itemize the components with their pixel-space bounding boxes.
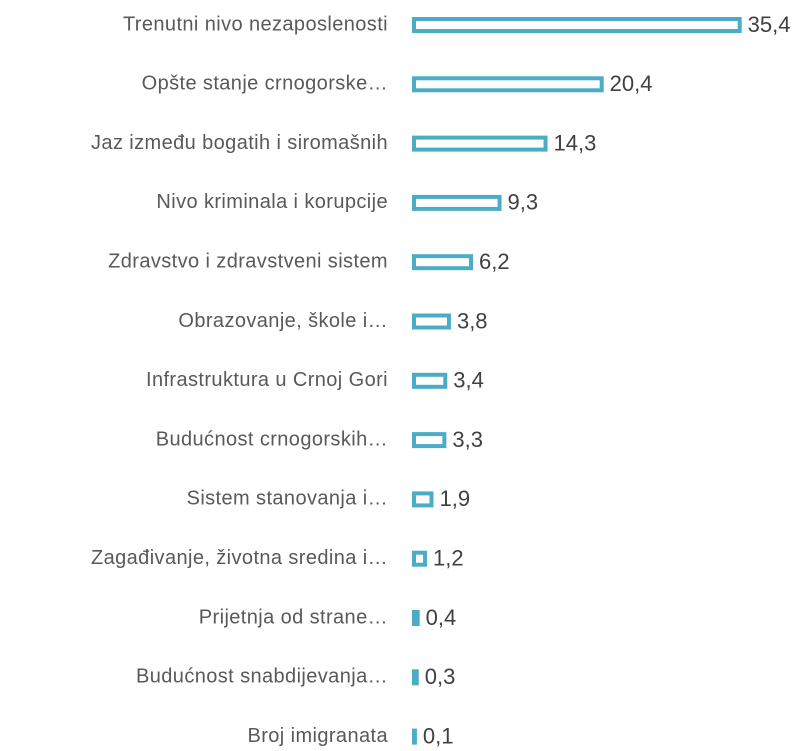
bar bbox=[412, 669, 419, 686]
value-label: 0,3 bbox=[425, 664, 456, 689]
bar bbox=[412, 432, 447, 449]
bar bbox=[412, 313, 451, 330]
category-label: Zdravstvo i zdravstveni sistem bbox=[108, 250, 388, 272]
value-label: 1,2 bbox=[433, 546, 464, 571]
category-label: Budućnost crnogorskih… bbox=[156, 428, 388, 450]
value-label: 3,8 bbox=[457, 308, 488, 333]
category-label: Zagađivanje, životna sredina i… bbox=[91, 547, 388, 569]
bar bbox=[412, 491, 434, 508]
bar bbox=[412, 17, 742, 33]
value-label: 3,4 bbox=[453, 368, 484, 393]
value-label: 6,2 bbox=[479, 249, 510, 274]
category-label: Trenutni nivo nezaposlenosti bbox=[123, 13, 388, 35]
value-label: 14,3 bbox=[554, 130, 597, 155]
value-label: 9,3 bbox=[508, 190, 539, 215]
bar bbox=[412, 550, 428, 567]
value-label: 0,4 bbox=[426, 605, 457, 630]
bar bbox=[412, 254, 474, 271]
category-label: Opšte stanje crnogorske… bbox=[142, 73, 388, 95]
value-label: 3,3 bbox=[452, 427, 483, 452]
category-label: Obrazovanje, škole i… bbox=[178, 310, 388, 332]
category-label: Nivo kriminala i korupcije bbox=[156, 191, 388, 213]
category-label: Infrastruktura u Crnoj Gori bbox=[146, 369, 388, 391]
category-label: Prijetnja od strane… bbox=[199, 606, 388, 628]
bar bbox=[412, 372, 448, 389]
bar bbox=[412, 610, 420, 626]
value-label: 1,9 bbox=[439, 486, 470, 511]
value-label: 20,4 bbox=[610, 71, 653, 96]
category-label: Jaz između bogatih i siromašnih bbox=[91, 132, 388, 154]
category-label: Broj imigranata bbox=[247, 725, 388, 747]
bar bbox=[412, 728, 417, 745]
category-label: Sistem stanovanja i… bbox=[187, 488, 388, 510]
bar bbox=[412, 135, 548, 152]
bar bbox=[412, 194, 502, 211]
bar bbox=[412, 76, 604, 93]
value-label: 0,1 bbox=[423, 723, 454, 748]
value-label: 35,4 bbox=[748, 12, 791, 37]
category-label: Budućnost snabdijevanja… bbox=[136, 666, 388, 688]
